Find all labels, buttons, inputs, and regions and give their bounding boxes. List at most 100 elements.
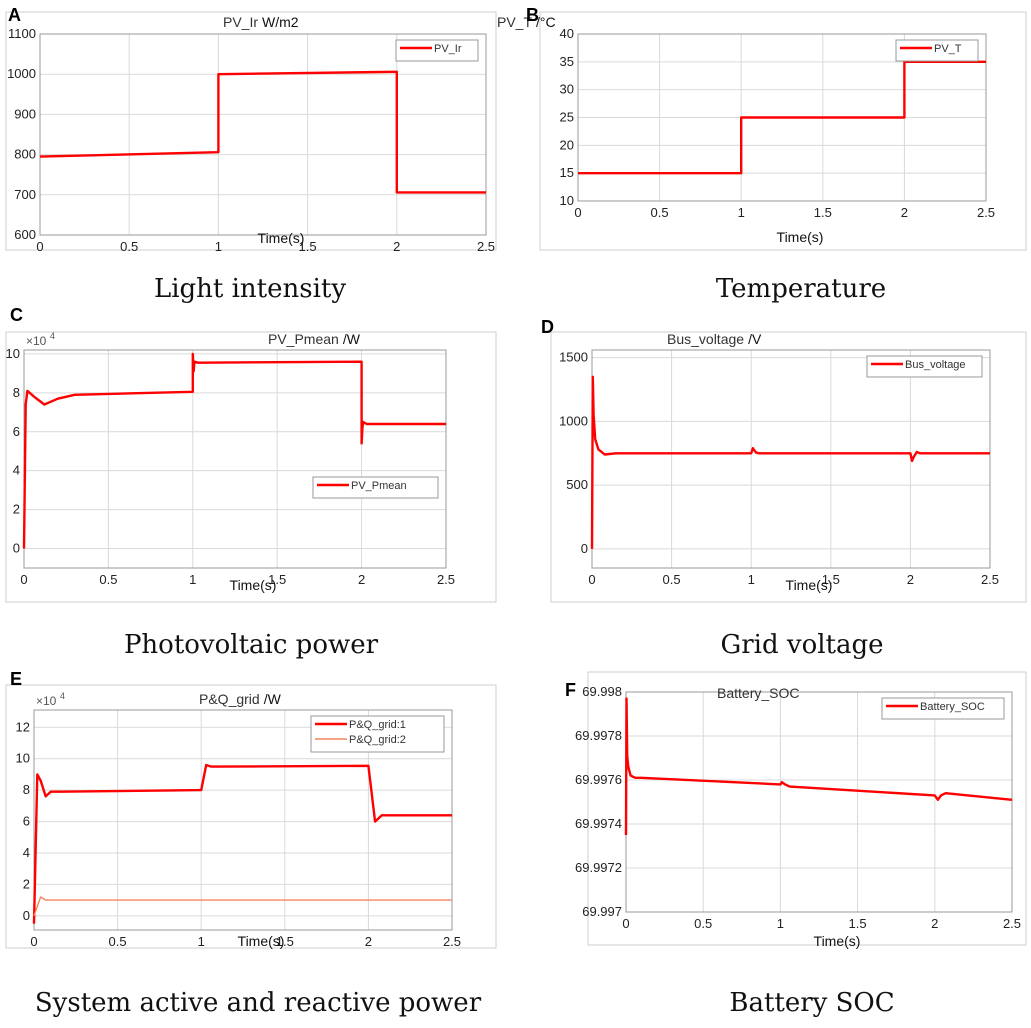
chart-title-name: P&Q_grid: [199, 691, 260, 707]
y-tick-label: 12: [16, 719, 30, 734]
panel-letter: D: [541, 317, 554, 337]
x-tick-label: 2.5: [981, 572, 999, 587]
x-tick-label: 1: [215, 239, 222, 254]
legend-box: [866, 355, 983, 378]
legend: P&Q_grid:1 P&Q_grid:2: [310, 715, 445, 753]
axes-box: [33, 709, 453, 931]
chart-title: PV_T/°C: [497, 14, 556, 30]
legend-box: [395, 39, 479, 62]
x-axis-label: Time(s): [230, 577, 277, 593]
y-tick-label: 69.997: [582, 904, 622, 919]
legend-label: P&Q_grid:2: [349, 734, 406, 746]
chart-panel-b: 0 0.5 1 1.5 2 2.510152025303540PV_TPV_T/°CTim…: [497, 5, 1027, 304]
y-tick-label: 700: [14, 187, 36, 202]
chart-title-unit: /W: [343, 331, 361, 347]
panel-letter: B: [526, 5, 539, 25]
series-line-bus-voltage: [590, 375, 990, 549]
x-tick-label: 2: [365, 934, 372, 949]
legend-box: [310, 715, 445, 753]
chart-title-unit: /W: [264, 691, 282, 707]
y-tick-label: 1000: [7, 66, 36, 81]
x-tick-label: 1: [777, 916, 784, 931]
y-tick-label: 8: [13, 385, 20, 400]
chart-panel-d: 0 0.5 1 1.5 2 2.5050010001500Bus_voltageBus_v…: [541, 317, 1027, 660]
series-line-pv-ir: [39, 70, 486, 194]
x-axis-label: Time(s): [258, 230, 305, 246]
axis-scale-label: ×10: [36, 694, 57, 708]
x-tick-label: 1.5: [299, 239, 317, 254]
y-tick-label: 800: [14, 147, 36, 162]
legend-label: PV_Ir: [434, 43, 462, 55]
y-tick-label: 1000: [559, 413, 588, 428]
panel-letter: E: [10, 669, 22, 689]
chart-title-name: Battery_SOC: [717, 685, 799, 701]
panel-caption: Light intensity: [154, 274, 346, 304]
x-tick-label: 0: [588, 572, 595, 587]
y-tick-label: 4: [13, 463, 20, 478]
y-tick-label: 69.9976: [575, 772, 622, 787]
x-tick-label: 1: [189, 572, 196, 587]
x-tick-label: 0: [30, 934, 37, 949]
y-tick-label: 69.998: [582, 684, 622, 699]
chart-title-unit: W/m2: [262, 14, 299, 30]
y-tick-label: 0: [23, 908, 30, 923]
legend-box: [881, 697, 1005, 720]
panel-caption: Grid voltage: [720, 630, 883, 660]
series-line-p-q-grid-2: [33, 896, 452, 917]
x-tick-label: 1: [198, 934, 205, 949]
legend-label: P&Q_grid:1: [349, 719, 406, 731]
panel-letter: C: [10, 305, 23, 325]
y-tick-label: 2: [23, 876, 30, 891]
chart-title-name: Bus_voltage: [667, 331, 744, 347]
x-tick-label: 2: [358, 572, 365, 587]
legend: Battery_SOC: [881, 697, 1005, 720]
chart-title-name: PV_Ir: [223, 14, 258, 30]
x-axis-label: Time(s): [238, 933, 285, 949]
series-line-battery-soc: [624, 697, 1013, 836]
x-tick-label: 1.5: [276, 934, 294, 949]
chart-panel-f: 0 0.5 1 1.5 2 2.5 69.997 69.9972 69.9974 69.9976 6…: [565, 671, 1027, 1018]
chart-title: P&Q_grid/W: [199, 691, 282, 707]
series-line-pv-t: [578, 60, 986, 175]
x-tick-label: 1: [738, 205, 745, 220]
legend-box: [895, 39, 979, 62]
x-tick-label: 0.5: [120, 239, 138, 254]
axis-scale-label: ×10: [26, 334, 47, 348]
axes-box: [577, 33, 987, 202]
x-tick-label: 1.5: [268, 572, 286, 587]
x-tick-label: 1: [748, 572, 755, 587]
x-tick-label: 1.5: [849, 916, 867, 931]
plot-area: [40, 34, 486, 235]
series-line-p-q-grid-1: [32, 763, 452, 924]
legend: Bus_voltage: [866, 355, 983, 378]
x-tick-label: 0.5: [109, 934, 127, 949]
chart-title: PV_Ir W/m2: [223, 14, 299, 30]
y-tick-label: 69.9972: [575, 860, 622, 875]
x-tick-label: 0: [622, 916, 629, 931]
chart-title: Bus_voltage/V: [667, 331, 762, 347]
x-axis-label: Time(s): [777, 229, 824, 245]
y-tick-label: 0: [13, 541, 20, 556]
x-tick-label: 0: [574, 205, 581, 220]
chart-panel-a: 0 0.5 1 1.5 2 2.560070080090010001100PV_IrPV_…: [5, 5, 497, 304]
x-tick-label: 2.5: [443, 934, 461, 949]
panel-letter: A: [8, 5, 21, 25]
x-tick-label: 2.5: [437, 572, 455, 587]
legend: PV_T: [895, 39, 979, 62]
chart-title: PV_Pmean/W: [268, 331, 361, 347]
axes-box: [39, 33, 487, 236]
legend: PV_Pmean: [312, 476, 439, 499]
axis-scale-exponent: 4: [50, 331, 55, 341]
x-tick-label: 2: [393, 239, 400, 254]
legend-label: Battery_SOC: [920, 701, 985, 713]
x-tick-label: 0: [36, 239, 43, 254]
panel-caption: Photovoltaic power: [124, 630, 379, 660]
y-tick-label: 6: [13, 424, 20, 439]
panel-caption: System active and reactive power: [35, 988, 482, 1018]
y-tick-label: 20: [560, 137, 574, 152]
x-axis-label: Time(s): [786, 577, 833, 593]
x-tick-label: 2.5: [1003, 916, 1021, 931]
y-tick-label: 30: [560, 82, 574, 97]
